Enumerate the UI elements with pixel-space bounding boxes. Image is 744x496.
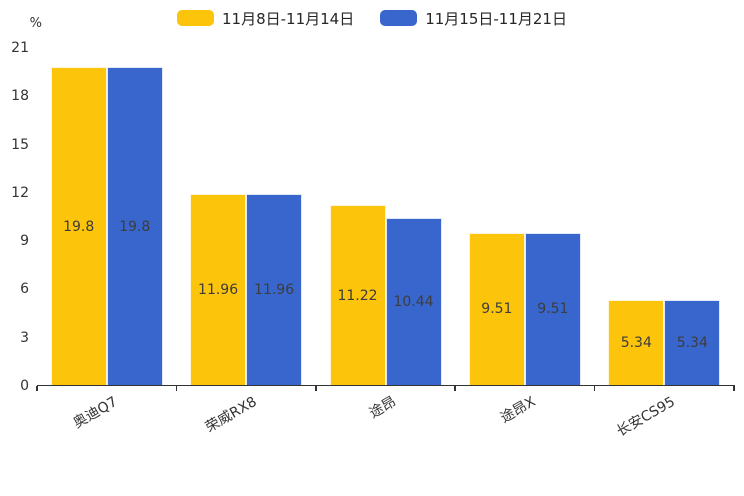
bar-value-label: 10.44 [393,293,434,310]
bar-value-label: 19.8 [119,218,151,235]
axis-tick [593,386,596,391]
bar [468,232,525,386]
y-tick-label: 9 [20,233,29,250]
y-tick-label: 15 [11,136,29,153]
axis-tick [175,386,178,391]
y-tick-label: 12 [11,184,29,201]
axis-tick [454,386,456,391]
y-tick-label: 0 [20,378,29,394]
axis-tick [733,386,735,391]
legend-swatch [177,10,214,26]
bar [50,67,107,386]
bar [524,232,581,386]
bar-value-label: 9.51 [481,301,513,318]
x-axis-line [37,385,735,386]
x-category-label: 荣威RX8 [202,393,260,436]
bar [246,193,303,386]
y-tick-label: 3 [20,329,29,346]
bar-value-label: 5.34 [676,335,708,352]
y-axis-unit-label: % [29,16,42,31]
axis-tick [315,386,317,391]
legend-label: 11月8日-11月14日 [222,9,355,28]
bar [385,217,442,386]
plot-area: 19.8 11.96 11.22 9.51 5.34 19.8 11.96 10.44 9.51… [37,48,734,386]
y-tick-label: 6 [20,281,29,298]
y-tick-label: 18 [11,88,29,105]
legend-item: 11月8日-11月14日 [177,8,354,29]
legend-item: 11月15日-11月21日 [380,8,567,29]
bar [190,193,247,386]
legend-label: 11月15日-11月21日 [425,9,567,28]
bar [106,67,163,386]
bar-value-label: 11.22 [337,287,378,304]
legend: 11月8日-11月14日 11月15日-11月21日 [0,6,744,30]
bar-value-label: 11.96 [198,281,239,298]
x-category-label: 奥迪Q7 [70,393,121,432]
bar-value-label: 9.51 [537,301,569,318]
bar-value-label: 5.34 [620,335,652,352]
axis-tick [36,386,38,391]
legend-swatch [380,10,418,26]
bar [608,300,665,386]
y-tick-label: 21 [11,40,29,56]
bar-value-label: 11.96 [254,281,295,298]
bar [664,300,721,386]
bar-value-label: 19.8 [63,218,95,235]
